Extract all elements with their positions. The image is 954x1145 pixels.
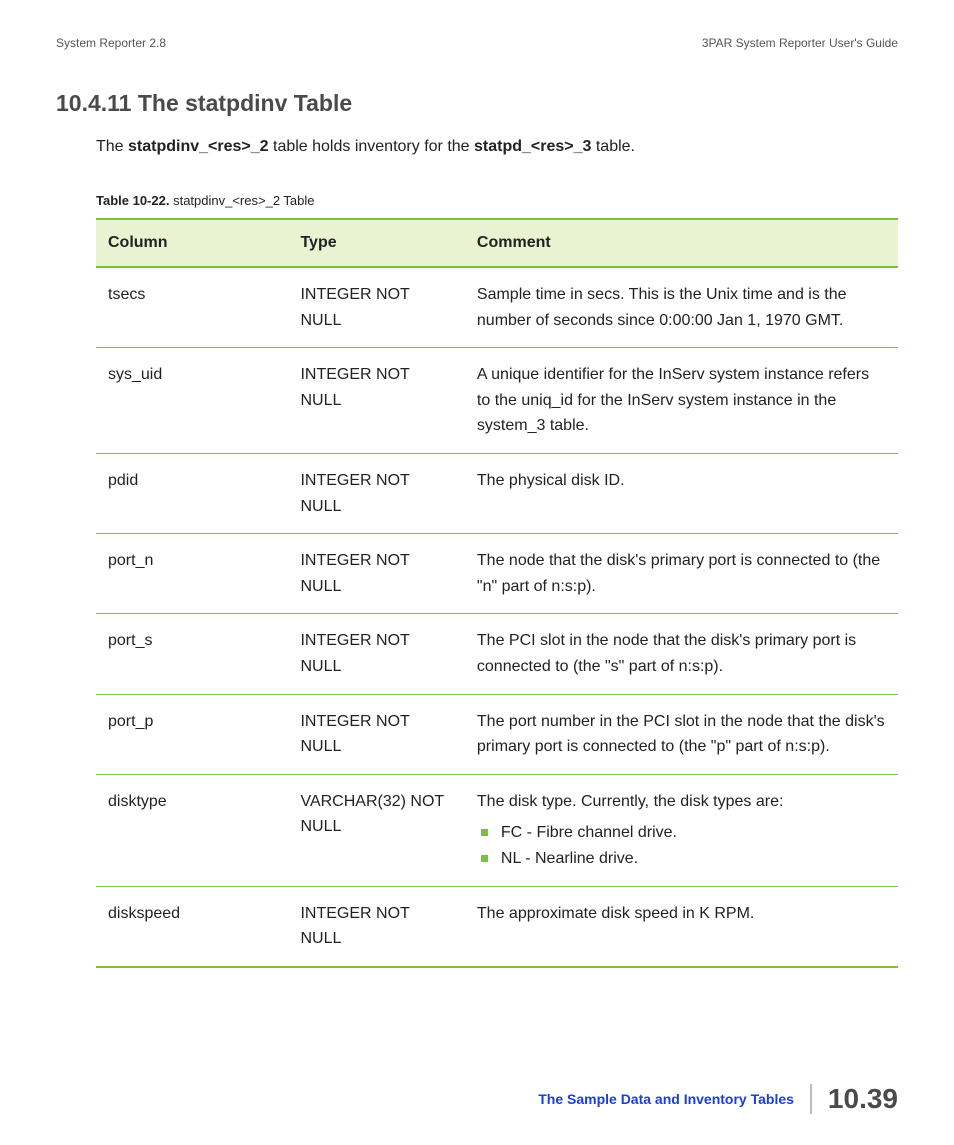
cell-type: INTEGER NOT NULL — [288, 534, 464, 614]
table-row: disktypeVARCHAR(32) NOT NULLThe disk typ… — [96, 774, 898, 886]
cell-comment: The physical disk ID. — [465, 453, 898, 533]
th-column: Column — [96, 219, 288, 267]
footer-link[interactable]: The Sample Data and Inventory Tables — [538, 1091, 810, 1107]
table-row: sys_uidINTEGER NOT NULLA unique identifi… — [96, 348, 898, 454]
cell-comment: The disk type. Currently, the disk types… — [465, 774, 898, 886]
header-right: 3PAR System Reporter User's Guide — [702, 36, 898, 50]
table-row: diskspeedINTEGER NOT NULLThe approximate… — [96, 886, 898, 967]
caption-text: statpdinv_<res>_2 Table — [169, 193, 314, 208]
footer-page-number: 10.39 — [828, 1083, 898, 1115]
cell-column: diskspeed — [96, 886, 288, 967]
intro-bold1: statpdinv_<res>_2 — [128, 138, 269, 155]
intro-text: The — [96, 138, 128, 155]
page-header: System Reporter 2.8 3PAR System Reporter… — [56, 36, 898, 50]
table-row: tsecsINTEGER NOT NULLSample time in secs… — [96, 267, 898, 348]
bullet-list: FC - Fibre channel drive.NL - Nearline d… — [477, 820, 886, 871]
header-left: System Reporter 2.8 — [56, 36, 166, 50]
table-row: pdidINTEGER NOT NULLThe physical disk ID… — [96, 453, 898, 533]
cell-type: INTEGER NOT NULL — [288, 886, 464, 967]
cell-comment: The port number in the PCI slot in the n… — [465, 694, 898, 774]
cell-type: INTEGER NOT NULL — [288, 453, 464, 533]
cell-column: port_p — [96, 694, 288, 774]
intro-paragraph: The statpdinv_<res>_2 table holds invent… — [96, 135, 898, 159]
cell-comment: A unique identifier for the InServ syste… — [465, 348, 898, 454]
statpdinv-table: Column Type Comment tsecsINTEGER NOT NUL… — [96, 218, 898, 968]
cell-column: port_n — [96, 534, 288, 614]
cell-column: tsecs — [96, 267, 288, 348]
intro-bold2: statpd_<res>_3 — [474, 138, 591, 155]
table-header-row: Column Type Comment — [96, 219, 898, 267]
list-item: NL - Nearline drive. — [477, 846, 886, 872]
cell-type: VARCHAR(32) NOT NULL — [288, 774, 464, 886]
intro-mid: table holds inventory for the — [269, 138, 474, 155]
page-footer: The Sample Data and Inventory Tables 10.… — [538, 1083, 898, 1115]
cell-type: INTEGER NOT NULL — [288, 694, 464, 774]
table-row: port_sINTEGER NOT NULLThe PCI slot in th… — [96, 614, 898, 694]
section-heading: 10.4.11 The statpdinv Table — [56, 90, 898, 117]
table-caption: Table 10-22. statpdinv_<res>_2 Table — [96, 193, 898, 208]
th-comment: Comment — [465, 219, 898, 267]
caption-label: Table 10-22. — [96, 193, 169, 208]
table-row: port_nINTEGER NOT NULLThe node that the … — [96, 534, 898, 614]
cell-comment: Sample time in secs. This is the Unix ti… — [465, 267, 898, 348]
th-type: Type — [288, 219, 464, 267]
cell-type: INTEGER NOT NULL — [288, 614, 464, 694]
cell-comment: The approximate disk speed in K RPM. — [465, 886, 898, 967]
cell-column: sys_uid — [96, 348, 288, 454]
list-item: FC - Fibre channel drive. — [477, 820, 886, 846]
cell-type: INTEGER NOT NULL — [288, 267, 464, 348]
cell-comment: The node that the disk's primary port is… — [465, 534, 898, 614]
intro-suffix: table. — [591, 138, 635, 155]
table-row: port_pINTEGER NOT NULLThe port number in… — [96, 694, 898, 774]
cell-column: disktype — [96, 774, 288, 886]
cell-comment: The PCI slot in the node that the disk's… — [465, 614, 898, 694]
cell-column: port_s — [96, 614, 288, 694]
footer-divider — [810, 1084, 812, 1114]
cell-type: INTEGER NOT NULL — [288, 348, 464, 454]
table-body: tsecsINTEGER NOT NULLSample time in secs… — [96, 267, 898, 967]
cell-column: pdid — [96, 453, 288, 533]
